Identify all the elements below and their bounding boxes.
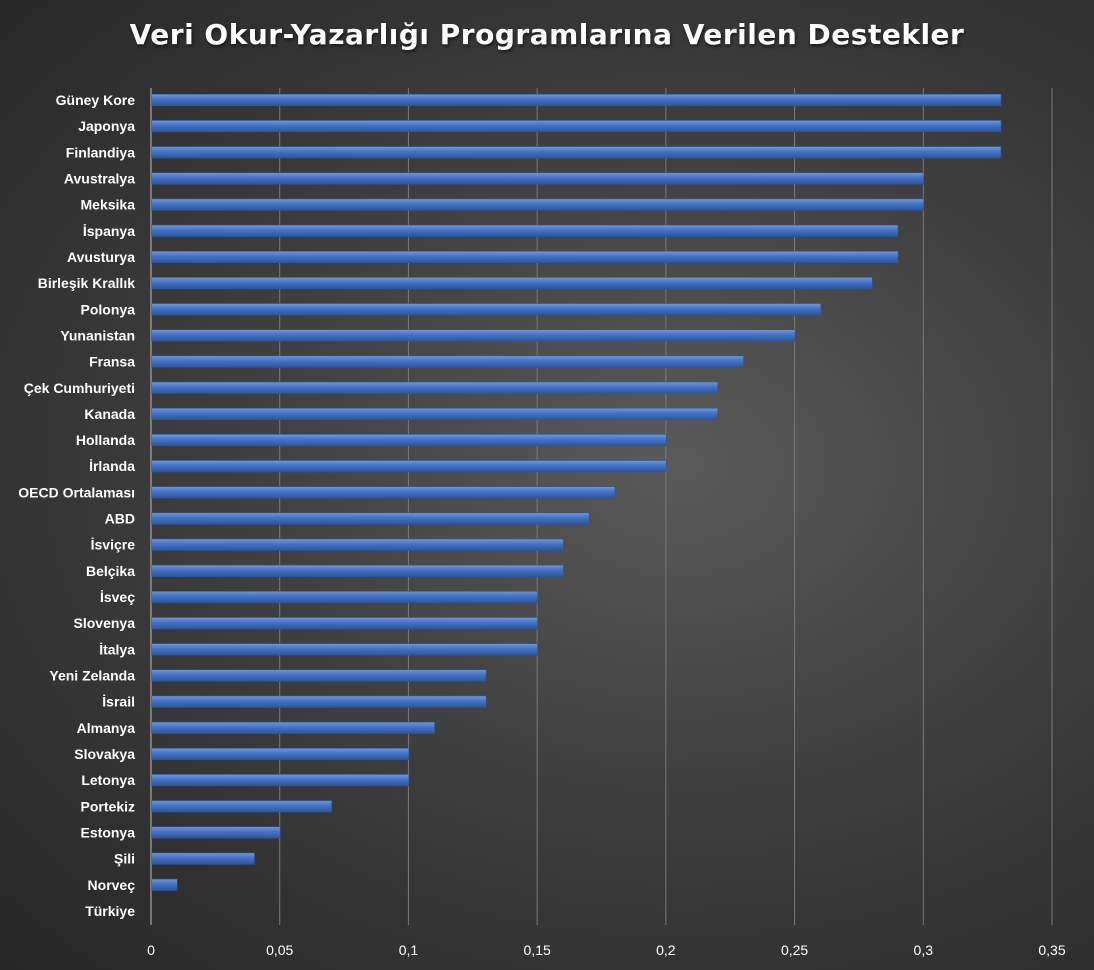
bar	[151, 381, 719, 394]
category-label: Hollanda	[76, 432, 135, 448]
bar	[151, 774, 410, 787]
bar	[151, 800, 332, 813]
bars	[151, 93, 1002, 891]
bar	[151, 826, 281, 839]
bar	[151, 617, 538, 630]
category-label: Yeni Zelanda	[49, 668, 135, 684]
bar	[151, 120, 1002, 133]
category-label: Japonya	[78, 118, 135, 134]
category-label: Kanada	[84, 406, 135, 422]
category-label: OECD Ortalaması	[18, 484, 135, 500]
category-label: İsveç	[100, 589, 135, 605]
x-tick-label: 0,25	[781, 942, 808, 958]
bar	[151, 355, 744, 368]
bar	[151, 747, 410, 761]
category-label: Polonya	[81, 301, 136, 317]
category-label: Birleşik Krallık	[38, 275, 135, 291]
category-label: Şili	[114, 851, 135, 867]
category-label: Slovenya	[74, 615, 136, 631]
category-label: Slovakya	[74, 746, 135, 762]
chart-title: Veri Okur-Yazarlığı Programlarına Verile…	[129, 18, 965, 51]
bar	[151, 434, 667, 447]
x-tick-label: 0,15	[524, 942, 551, 958]
bar	[151, 224, 899, 237]
x-tick-label: 0,05	[266, 942, 293, 958]
category-label: İrlanda	[89, 458, 135, 474]
category-label: Meksika	[81, 197, 136, 213]
bar	[151, 695, 487, 708]
category-label: Belçika	[86, 563, 135, 579]
x-tick-label: 0,1	[399, 942, 419, 958]
bar	[151, 198, 925, 211]
category-label: ABD	[105, 511, 135, 527]
x-axis-tick-labels: 0 0,05 0,1 0,15 0,2 0,25 0,3 0,35	[147, 942, 1066, 958]
bar	[151, 852, 255, 865]
category-label: Finlandiya	[66, 144, 135, 160]
bar	[151, 277, 873, 290]
category-label: Çek Cumhuriyeti	[24, 380, 135, 396]
x-tick-label: 0,3	[914, 942, 934, 958]
x-tick-label: 0	[147, 942, 155, 958]
bar	[151, 590, 538, 604]
category-label: Avustralya	[64, 170, 135, 186]
bar	[151, 643, 538, 656]
bar	[151, 460, 667, 473]
bar	[151, 93, 1002, 107]
bar	[151, 146, 1002, 159]
category-label: İspanya	[83, 223, 135, 239]
bar	[151, 669, 487, 682]
category-label: Letonya	[81, 772, 135, 788]
bar	[151, 538, 564, 551]
category-label: Güney Kore	[56, 92, 136, 108]
bar	[151, 564, 564, 577]
bar	[151, 512, 590, 525]
category-label: Almanya	[77, 720, 136, 736]
bar	[151, 486, 616, 499]
x-tick-label: 0,35	[1038, 942, 1065, 958]
bar	[151, 172, 925, 185]
category-label: Norveç	[88, 877, 136, 893]
category-label: Portekiz	[81, 798, 135, 814]
category-label: Avusturya	[67, 249, 135, 265]
bar	[151, 303, 822, 316]
category-label: İtalya	[99, 641, 135, 657]
bar	[151, 721, 435, 734]
bar	[151, 250, 899, 264]
gridlines	[150, 88, 1053, 925]
category-label: Türkiye	[85, 903, 135, 919]
x-tick-label: 0,2	[656, 942, 676, 958]
category-labels: Güney Kore Japonya Finlandiya Avustralya Mek…	[18, 92, 135, 919]
bar	[151, 407, 719, 420]
bar	[151, 329, 796, 342]
category-label: Fransa	[89, 354, 135, 370]
category-label: İsrail	[102, 694, 135, 710]
category-label: Estonya	[81, 824, 136, 840]
category-label: İsviçre	[91, 537, 136, 553]
bar	[151, 878, 178, 891]
category-label: Yunanistan	[60, 327, 135, 343]
